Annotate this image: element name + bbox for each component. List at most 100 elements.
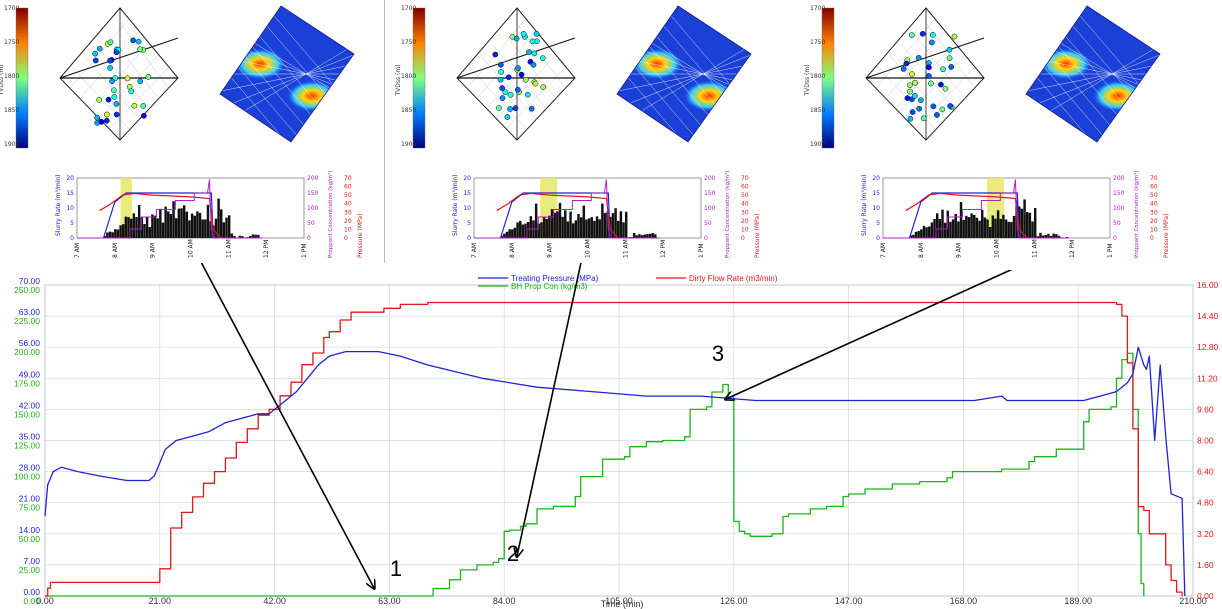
microseismic-event <box>934 112 940 118</box>
event-count-bar <box>1039 232 1042 238</box>
slurry-tick: 15 <box>872 190 880 197</box>
event-count-bar <box>129 218 133 238</box>
event-count-bar <box>1031 221 1034 238</box>
y-axis-left-outer-ticks: 0.00 7.00 14.00 21.00 28.00 35.00 42.00 49.00 56… <box>19 276 41 597</box>
microseismic-event <box>529 38 536 45</box>
x-tick-label: 210.00 <box>1179 596 1207 606</box>
microseismic-event <box>499 95 506 101</box>
microseismic-event <box>911 93 918 99</box>
event-count-bar <box>598 219 601 238</box>
depth-label: TVDss (m) <box>395 64 402 96</box>
event-count-bar <box>1044 234 1048 238</box>
microseismic-event <box>507 106 514 112</box>
event-count-bar <box>643 234 646 238</box>
event-count-bar <box>550 209 554 238</box>
event-count-bar <box>638 234 641 238</box>
y-tick-left-inner: 175.00 <box>14 378 40 388</box>
microseismic-event <box>497 76 504 83</box>
x-tick-label: 126.00 <box>720 596 748 606</box>
event-count-bar <box>1010 222 1013 238</box>
event-count-bar <box>622 222 625 238</box>
cube-gridline <box>913 33 967 101</box>
microseismic-event <box>540 84 547 90</box>
microseismic-event <box>530 61 537 68</box>
event-count-bar <box>542 216 546 238</box>
event-count-bar <box>511 229 514 238</box>
event-count-bar <box>156 218 159 238</box>
heatmap-diamond <box>1026 6 1160 142</box>
microseismic-event <box>532 80 539 87</box>
y-tick-left-inner: 0.00 <box>23 596 40 606</box>
event-count-bar <box>1052 233 1055 238</box>
event-count-bar <box>965 215 968 238</box>
microseismic-event <box>919 30 926 37</box>
microseismic-event <box>103 117 110 124</box>
event-count-bar <box>640 235 644 238</box>
event-count-bar <box>564 210 567 238</box>
event-count-bar <box>1018 206 1021 238</box>
microseismic-event <box>124 75 131 82</box>
event-count-bar <box>917 230 920 238</box>
event-count-bar <box>978 220 981 238</box>
microseismic-event <box>903 60 910 67</box>
slurry-tick: 20 <box>872 175 880 182</box>
event-count-bar <box>521 224 525 238</box>
y-tick-left-outer: 42.00 <box>19 400 41 410</box>
event-count-bar <box>106 232 109 238</box>
pressure-tick: 70 <box>1150 175 1158 182</box>
microseismic-event <box>522 76 529 83</box>
microseismic-event <box>900 66 907 72</box>
event-count-bar <box>914 231 918 238</box>
event-count-bar <box>954 213 957 238</box>
hour-tick: 8 AM <box>918 243 925 258</box>
hour-tick: 1 PM <box>301 243 308 258</box>
y-tick-left-outer: 35.00 <box>19 432 41 442</box>
y-tick-left-inner: 50.00 <box>19 534 41 544</box>
series-line-bh-prop-con <box>45 352 1145 597</box>
depth-tick: 1800 <box>810 73 825 80</box>
microseismic-event <box>492 51 499 58</box>
event-count-bar <box>632 232 636 238</box>
event-count-bar <box>238 235 242 238</box>
event-count-bar <box>980 209 984 238</box>
event-count-bar <box>975 217 979 238</box>
event-count-bar <box>922 225 926 238</box>
proppant-tick: 150 <box>1113 190 1125 197</box>
event-count-bar <box>1057 235 1061 238</box>
event-count-bar <box>545 219 548 238</box>
colorbar <box>15 7 29 149</box>
y-tick-left-inner: 225.00 <box>14 316 40 326</box>
x-axis-label: Time (min) <box>601 599 644 609</box>
slurry-tick: 5 <box>467 220 471 227</box>
cube-axis <box>59 37 179 79</box>
x-tick-label: 147.00 <box>835 596 863 606</box>
event-count-bar <box>132 213 136 238</box>
microseismic-event <box>539 55 546 62</box>
event-count-bar <box>145 216 149 238</box>
y-tick-right: 16.00 <box>1197 280 1219 290</box>
event-count-bar <box>201 219 204 238</box>
legend-entry: Treating Pressure (MPa) <box>511 274 599 283</box>
y-tick-left-inner: 125.00 <box>14 441 40 451</box>
microseismic-event <box>92 57 99 64</box>
y-tick-right: 6.40 <box>1197 467 1214 477</box>
event-count-bar <box>1049 235 1053 238</box>
pressure-tick: 10 <box>1150 226 1158 233</box>
microseismic-event <box>497 61 504 68</box>
hour-tick: 10 AM <box>585 239 592 258</box>
x-tick-label: 105.00 <box>605 596 633 606</box>
microseismic-event <box>107 65 113 71</box>
pressure-tick: 0 <box>1150 235 1154 242</box>
callout-arrows <box>191 244 1016 588</box>
event-count-bar <box>513 227 517 238</box>
y-tick-right: 11.20 <box>1197 373 1218 383</box>
event-count-bar <box>114 229 117 238</box>
microseismic-event <box>531 50 538 57</box>
event-count-bar <box>164 206 167 238</box>
inset-panel-2: 1700 1750 1800 1850 1900 TVDss (m) 7 AM 8 AM 9 A… <box>395 0 781 263</box>
event-count-bar <box>561 216 564 238</box>
slurry-rate-line <box>908 192 1020 239</box>
microseismic-event <box>94 114 101 121</box>
inset-panel-1-svg: 1700 1750 1800 1850 1900 TVDss (m) 7 AM 8 AM 9 A… <box>0 5 364 258</box>
depth-tick: 1850 <box>810 107 825 114</box>
